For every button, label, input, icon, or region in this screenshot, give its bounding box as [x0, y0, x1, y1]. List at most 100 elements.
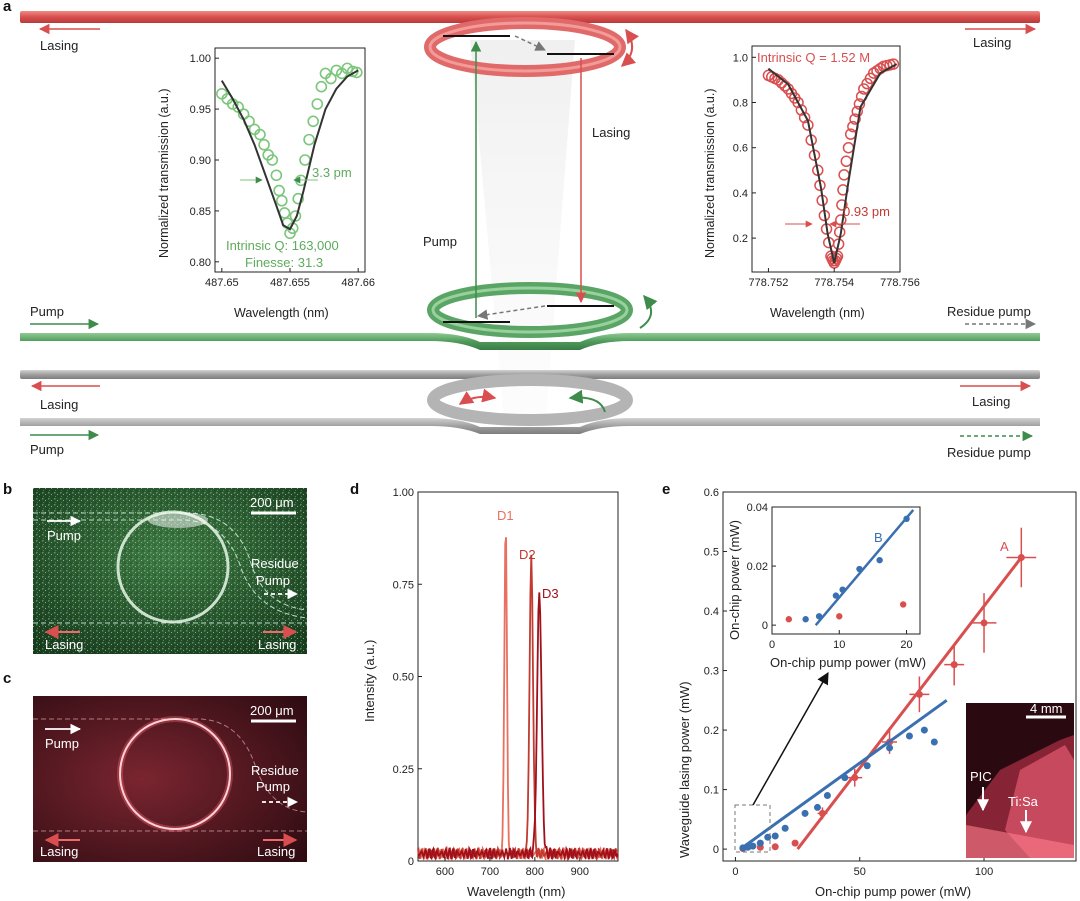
panel-e-ytick-label: 0.2 — [704, 725, 719, 737]
panel-e-inset-xtick-label: 10 — [833, 639, 845, 651]
inset-data-point-a — [836, 613, 843, 620]
nonrad-decay-upper — [514, 35, 546, 51]
spectrum-line-d3 — [417, 592, 619, 862]
photo-c-residue-line2: Pump — [256, 779, 290, 794]
inset-right-xtick-label: 778.754 — [814, 277, 854, 289]
panel-e-ylabel: Waveguide lasing power (mW) — [677, 681, 692, 858]
panel-d-ytick-label: 0.75 — [393, 579, 414, 591]
panel-e-ytick-label: 0.4 — [704, 606, 719, 618]
grey-waveguide-bottom — [20, 418, 1040, 434]
panel-a-letter: a — [3, 0, 12, 15]
data-point-b — [801, 809, 809, 817]
inset-left-data-point — [232, 101, 244, 113]
photo-c-scale-label: 200 μm — [250, 703, 294, 718]
inset-right-ytick-label: 0.6 — [733, 143, 748, 155]
inset-left-data-point — [254, 128, 266, 141]
inset-left-xtick-label: 487.65 — [205, 277, 239, 289]
inset-right-data-point — [795, 104, 808, 116]
panel-e-ytick-label: 0 — [713, 844, 719, 856]
spectrum-line-d1 — [417, 537, 619, 863]
zoom-box — [734, 804, 771, 853]
residue-pump-label-green: Residue pump — [947, 304, 1031, 319]
panel-e-ytick-label: 0.1 — [704, 785, 719, 797]
panel-e-xtick-label: 100 — [975, 866, 993, 878]
photo-e-tisa-label: Ti:Sa — [1008, 794, 1039, 809]
inset-data-point-a — [785, 616, 793, 623]
inset-left-data-point — [258, 138, 270, 151]
inset-right-fit-line — [767, 63, 898, 264]
inset-right-data-point — [887, 58, 900, 70]
red-waveguide — [20, 11, 1040, 23]
inset-left-ylabel: Normalized transmission (a.u.) — [157, 89, 171, 259]
data-point-b — [813, 803, 821, 811]
inset-left-data-point — [351, 66, 363, 79]
series-label-b: B — [874, 530, 883, 545]
inset-right-ticks: 778.752 778.754 778.756 0.2 0.4 0.6 0.8 1.0 — [733, 52, 920, 289]
photo-b-residue-line2: Pump — [256, 573, 290, 588]
red-ring-rotation-arrow — [620, 28, 639, 67]
pump-label-grey: Pump — [30, 442, 64, 457]
photo-e-scale-label: 4 mm — [1030, 701, 1063, 716]
inset-left-xlabel: Wavelength (nm) — [234, 306, 329, 320]
panel-e-inset-xlabel: On-chip pump power (mW) — [770, 655, 926, 670]
panel-d-ticks: 600 700 800 900 0 0.25 0.50 0.75 1.00 — [393, 487, 589, 878]
panel-e-xtick-label: 50 — [854, 866, 866, 878]
inset-data-point-b — [856, 565, 863, 573]
lasing-vertical-label: Lasing — [592, 125, 630, 140]
panel-e-inset-ytick-label: 0 — [762, 620, 768, 632]
inset-left-data-point — [303, 133, 315, 146]
panel-e-inset-plot — [785, 509, 915, 626]
inset-data-point-b — [839, 586, 846, 593]
panel-b-letter: b — [3, 481, 12, 498]
panel-d-xlabel: Wavelength (nm) — [467, 884, 566, 899]
photo-e-pic-chip — [966, 825, 1074, 858]
inset-left-xtick-label: 487.66 — [341, 277, 375, 289]
photo-e-pic-label: PIC — [970, 769, 992, 784]
panel-d-ytick-label: 0 — [408, 856, 414, 868]
data-point-a — [950, 661, 958, 669]
inset-left-data-point — [270, 169, 283, 182]
data-point-b — [930, 738, 938, 746]
inset-right-data-point — [836, 199, 848, 211]
data-point-b — [749, 842, 757, 850]
nonrad-decay-lower — [476, 305, 546, 320]
photo-b-ring — [116, 510, 230, 624]
series-label-a: A — [1000, 539, 1009, 554]
inset-right-ytick-label: 0.2 — [733, 233, 748, 245]
panel-d-xtick-label: 600 — [436, 866, 454, 878]
panel-e-inset-ytick-label: 0.02 — [747, 561, 768, 573]
inset-data-point-b — [876, 556, 883, 564]
inset-left-q-label: Intrinsic Q: 163,000 — [226, 238, 339, 253]
inset-left-linewidth-label: 3.3 pm — [312, 165, 352, 180]
inset-right-data-point — [851, 105, 863, 118]
panel-d-axes — [417, 491, 619, 862]
inset-data-point-b — [832, 592, 840, 599]
lasing-label-top-right: Lasing — [973, 35, 1011, 50]
green-ring-highlight — [431, 286, 629, 334]
residue-pump-label-grey: Residue pump — [947, 445, 1031, 460]
spectrum-line-d2 — [417, 554, 619, 862]
panel-e-inset-ticks: 0 10 20 0 0.02 0.04 — [747, 502, 913, 651]
inset-right-ytick-label: 1.0 — [733, 52, 748, 64]
panel-d-ytick-label: 0.50 — [393, 672, 414, 684]
inset-left-data-point — [307, 115, 319, 128]
data-point-b — [781, 824, 789, 832]
data-point-b — [920, 726, 928, 734]
photo-c-pump-label: Pump — [45, 736, 79, 751]
pump-label-green: Pump — [30, 304, 64, 319]
panel-e-letter: e — [662, 481, 670, 498]
inset-left-ticks: 487.65 487.655 487.66 0.80 0.85 0.90 0.95 1.00 — [190, 53, 375, 289]
panel-d-plot — [417, 537, 619, 863]
inset-right-ylabel: Normalized transmission (a.u.) — [703, 89, 717, 259]
data-point-a — [1017, 553, 1025, 561]
panel-e-ytick-label: 0.6 — [704, 487, 719, 499]
inset-left-data-point — [315, 80, 328, 93]
inset-right-linewidth-label: 0.93 pm — [843, 204, 890, 219]
panel-d-xtick-label: 800 — [526, 866, 544, 878]
inset-data-point-b — [802, 616, 809, 623]
data-point-b — [771, 832, 779, 840]
panel-d-letter: d — [350, 481, 359, 498]
panel-e-inset-xtick-label: 20 — [900, 639, 912, 651]
panel-e-inset-ylabel: On-chip power (mW) — [727, 520, 742, 640]
